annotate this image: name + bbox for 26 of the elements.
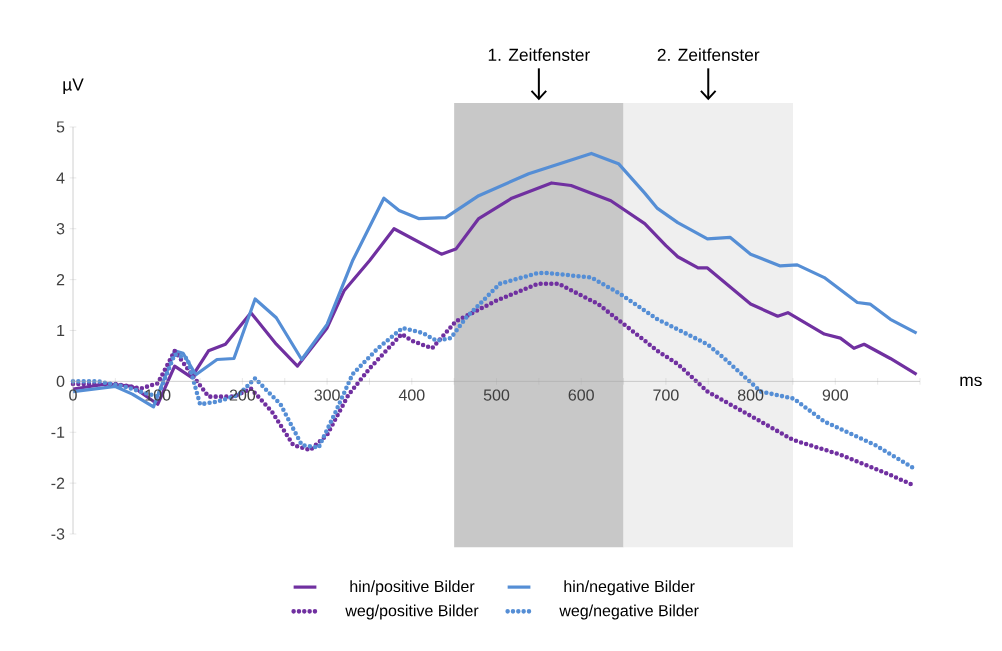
y-tick-label: 3 bbox=[56, 223, 65, 235]
x-tick-label: 0 bbox=[69, 389, 77, 401]
x-axis-title: ms bbox=[960, 376, 982, 387]
x-tick-label: 400 bbox=[398, 389, 425, 401]
legend-label: hin/positive Bilder bbox=[350, 580, 475, 596]
x-tick-label: 100 bbox=[145, 389, 171, 401]
x-tick-label: 300 bbox=[314, 389, 340, 401]
y-tick-label: 0 bbox=[56, 375, 65, 388]
y-tick-label: 2 bbox=[56, 274, 65, 286]
y-axis-title: µV bbox=[63, 78, 84, 95]
y-tick-label: -2 bbox=[51, 477, 65, 489]
y-tick-label: 4 bbox=[56, 172, 65, 184]
band-label: 1. Zeitfenster bbox=[488, 48, 590, 61]
band-label: 2. Zeitfenster bbox=[657, 48, 760, 61]
x-tick-label: 700 bbox=[653, 389, 679, 401]
x-tick-label: 500 bbox=[483, 389, 510, 401]
y-tick-label: 1 bbox=[57, 325, 65, 336]
y-tick-label: 5 bbox=[56, 121, 65, 133]
x-tick-label: 900 bbox=[822, 389, 849, 401]
legend-label: weg/positive Bilder bbox=[345, 604, 479, 620]
y-tick-label: -3 bbox=[51, 528, 65, 540]
x-tick-label: 800 bbox=[737, 389, 764, 401]
legend-label: hin/negative Bilder bbox=[564, 580, 695, 596]
x-tick-label: 600 bbox=[568, 389, 594, 401]
y-tick-label: -1 bbox=[51, 426, 65, 438]
legend-label: weg/negative Bilder bbox=[559, 604, 699, 620]
